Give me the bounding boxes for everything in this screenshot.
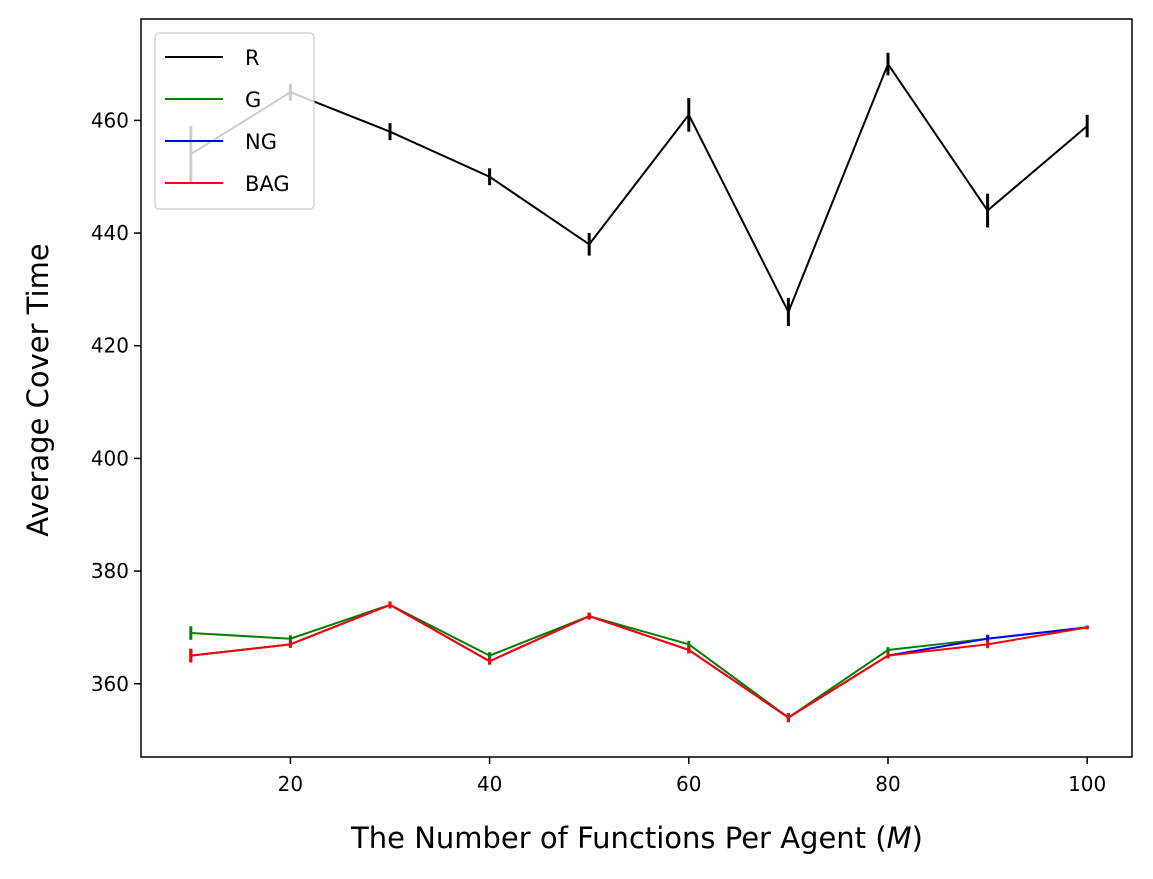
legend: RG NG BAG: [154, 32, 315, 210]
legend-item-g: G: [165, 88, 261, 112]
legend-label-r: R: [245, 46, 260, 70]
legend-label-bag: BAG: [245, 172, 290, 196]
x-tick-label: 60: [676, 772, 701, 796]
x-axis-label-close: ): [912, 821, 923, 855]
series-line-ng: [190, 603, 1088, 719]
x-tick-label: 20: [278, 772, 303, 796]
series-r: [189, 52, 1089, 327]
series-line-r: [190, 63, 1088, 313]
series-ng: [189, 601, 1089, 723]
series-line-g: [190, 603, 1088, 719]
y-tick-label: 420: [91, 334, 129, 358]
legend-label-ng: NG: [245, 130, 277, 154]
x-axis-label: The Number of Functions Per Agent (M): [350, 821, 923, 855]
x-tick-label: 100: [1068, 772, 1106, 796]
x-axis-label-variable: M: [887, 821, 912, 855]
legend-label-g: G: [245, 88, 261, 112]
x-tick-label: 80: [875, 772, 900, 796]
series-bag: [189, 601, 1089, 723]
plot-frame: [140, 18, 1133, 758]
y-tick-label: 380: [91, 559, 129, 583]
series-layer: [189, 52, 1089, 723]
y-axis-label: Average Cover Time: [21, 243, 55, 536]
y-axis-ticks: 360 380 400 420 440 460: [91, 108, 141, 696]
y-tick-label: 360: [91, 672, 129, 696]
series-g: [189, 601, 1089, 723]
y-tick-label: 440: [91, 221, 129, 245]
legend-item-ng: NG: [165, 130, 277, 154]
y-tick-label: 400: [91, 446, 129, 470]
y-tick-label: 460: [91, 108, 129, 132]
x-axis-ticks: 20 40 60 80 100: [278, 757, 1106, 796]
x-axis-label-text: The Number of Functions Per Agent (: [350, 821, 887, 855]
legend-item-bag: BAG: [165, 172, 290, 196]
series-line-bag: [190, 603, 1088, 719]
legend-box: [154, 32, 315, 210]
legend-item-r: R: [165, 46, 260, 70]
x-tick-label: 40: [477, 772, 502, 796]
